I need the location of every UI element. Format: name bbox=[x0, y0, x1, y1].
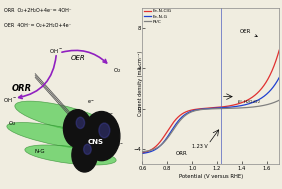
Line: Fe-N-ClG: Fe-N-ClG bbox=[142, 50, 279, 153]
Text: e$^-$: e$^-$ bbox=[87, 98, 96, 106]
Fe-N-G bbox=[277, 77, 281, 79]
Circle shape bbox=[72, 138, 97, 172]
Fe-N-ClG bbox=[250, 97, 253, 99]
Text: e$^-$: e$^-$ bbox=[106, 112, 114, 119]
Line: Pt/C: Pt/C bbox=[142, 100, 279, 152]
Fe-N-G bbox=[250, 102, 253, 104]
Pt/C bbox=[155, 147, 158, 149]
FancyArrowPatch shape bbox=[62, 50, 107, 63]
Ellipse shape bbox=[25, 145, 116, 165]
Circle shape bbox=[99, 123, 110, 138]
Text: O$_2$: O$_2$ bbox=[113, 66, 121, 75]
Text: OH$^-$: OH$^-$ bbox=[49, 47, 63, 55]
Circle shape bbox=[76, 117, 85, 129]
Pt/C bbox=[247, 106, 251, 108]
Circle shape bbox=[83, 112, 120, 161]
Pt/C bbox=[141, 150, 144, 153]
Fe-N-ClG bbox=[201, 107, 204, 110]
Pt/C bbox=[250, 106, 253, 108]
Fe-N-G bbox=[201, 108, 204, 110]
Text: O$_2$: O$_2$ bbox=[8, 119, 17, 128]
Fe-N-ClG bbox=[277, 49, 281, 51]
Text: Current density (mA cm⁻²): Current density (mA cm⁻²) bbox=[138, 50, 143, 116]
Circle shape bbox=[83, 144, 91, 154]
Text: OER: OER bbox=[70, 56, 85, 61]
Text: ORR: ORR bbox=[176, 151, 188, 156]
Fe-N-G bbox=[141, 152, 144, 155]
Fe-N-ClG bbox=[141, 152, 144, 154]
Pt/C bbox=[277, 99, 281, 101]
Fe-N-G bbox=[247, 103, 251, 105]
Text: OH$^-$: OH$^-$ bbox=[3, 96, 17, 104]
Fe-N-ClG bbox=[155, 145, 158, 147]
Text: OER  4OH⁻= O₂+2H₂O+4e⁻: OER 4OH⁻= O₂+2H₂O+4e⁻ bbox=[4, 23, 71, 28]
Text: OER: OER bbox=[239, 29, 257, 37]
Pt/C bbox=[196, 109, 199, 111]
Text: 1.23 V: 1.23 V bbox=[192, 144, 208, 149]
FancyArrowPatch shape bbox=[19, 56, 56, 98]
Fe-N-G bbox=[155, 148, 158, 150]
Text: ORR  O₂+2H₂O+4e⁻= 4OH⁻: ORR O₂+2H₂O+4e⁻= 4OH⁻ bbox=[4, 8, 72, 12]
Text: N-G: N-G bbox=[34, 149, 45, 154]
Ellipse shape bbox=[7, 122, 112, 150]
Circle shape bbox=[63, 110, 92, 147]
Text: $E°$ H$_2$O/O$_2$: $E°$ H$_2$O/O$_2$ bbox=[237, 99, 261, 106]
Line: Fe-N-G: Fe-N-G bbox=[142, 78, 279, 153]
Fe-N-G bbox=[235, 105, 238, 108]
Legend: Fe-N-ClG, Fe-N-G, Pt/C: Fe-N-ClG, Fe-N-G, Pt/C bbox=[144, 9, 172, 24]
Fe-N-ClG bbox=[196, 108, 199, 110]
Fe-N-G bbox=[196, 108, 199, 111]
Text: ORR: ORR bbox=[11, 84, 31, 93]
Text: CNS: CNS bbox=[88, 139, 104, 145]
Pt/C bbox=[235, 107, 238, 109]
Fe-N-ClG bbox=[235, 103, 238, 105]
Pt/C bbox=[201, 108, 204, 111]
Ellipse shape bbox=[15, 101, 112, 133]
Text: e$^-$: e$^-$ bbox=[116, 142, 124, 149]
X-axis label: Potential (V versus RHE): Potential (V versus RHE) bbox=[179, 174, 243, 179]
Fe-N-ClG bbox=[247, 98, 251, 100]
